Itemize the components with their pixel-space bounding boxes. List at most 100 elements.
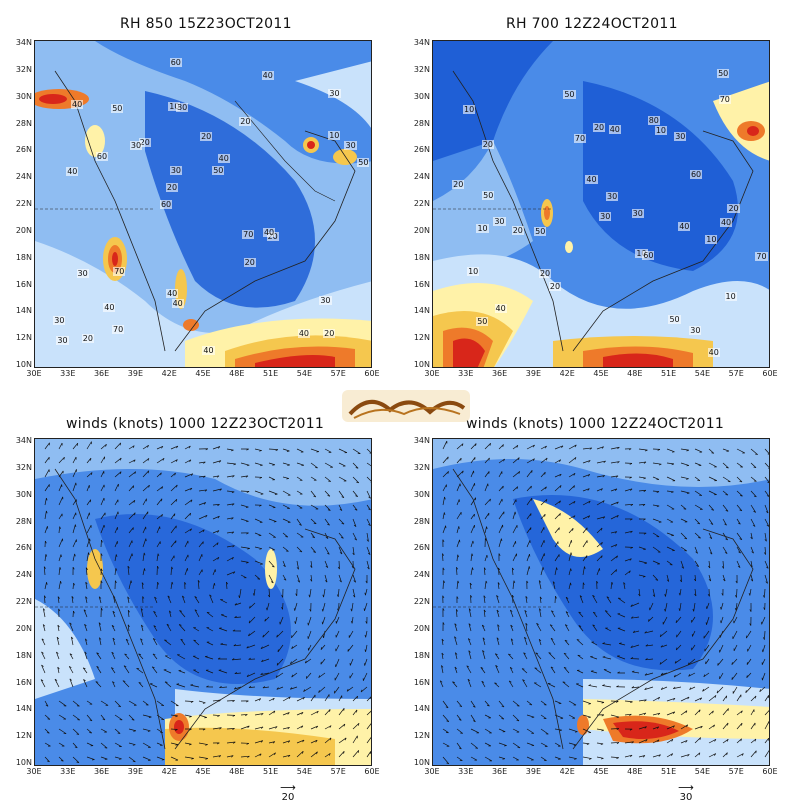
wind-vector-head xyxy=(746,675,748,678)
lon-tick-label: 54E xyxy=(694,369,710,378)
wind-vector-head xyxy=(193,639,197,642)
wind-vector-head xyxy=(573,501,576,504)
wind-vector xyxy=(610,531,617,534)
wind-vector xyxy=(468,608,472,618)
wind-vector-head xyxy=(205,744,208,746)
wind-vector-head xyxy=(696,565,699,567)
lat-tick-label: 34N xyxy=(413,436,430,445)
wind-vector xyxy=(170,445,179,450)
wind-vector xyxy=(732,630,738,640)
wind-vector xyxy=(338,751,345,758)
wind-vector-head xyxy=(563,652,567,655)
wind-vector-head xyxy=(133,459,136,463)
wind-vector-head xyxy=(219,488,222,491)
wind-vector xyxy=(44,756,50,762)
wind-vector-head xyxy=(614,488,618,491)
wind-vector xyxy=(630,644,640,648)
wind-vector xyxy=(706,616,710,625)
wind-vector xyxy=(666,546,675,551)
wind-vector xyxy=(347,644,354,652)
wind-vector xyxy=(540,471,546,478)
wind-vector xyxy=(610,728,619,730)
wind-vector xyxy=(526,756,534,761)
wind-vector-head xyxy=(325,580,328,583)
wind-vector-head xyxy=(72,566,75,570)
wind-vector xyxy=(128,553,133,562)
wind-vector xyxy=(750,695,757,702)
wind-vector-head xyxy=(299,523,302,526)
wind-vector-head xyxy=(617,461,620,464)
wind-vector-head xyxy=(600,743,604,746)
contour-label: 40 xyxy=(66,167,79,177)
wind-vector xyxy=(733,644,738,652)
wind-vector xyxy=(268,504,276,508)
wind-vector xyxy=(468,650,472,660)
wind-vector xyxy=(153,625,158,632)
wind-vector-head xyxy=(473,720,476,723)
wind-vector xyxy=(540,700,547,706)
wind-vector xyxy=(568,457,577,464)
contour-label: 30 xyxy=(76,268,89,278)
wind-vector-head xyxy=(301,725,304,729)
contour-label: 10 xyxy=(328,130,341,140)
wind-vector-head xyxy=(266,607,268,611)
wind-vector xyxy=(596,446,604,450)
wind-vector-head xyxy=(100,553,103,556)
wind-vector-head xyxy=(350,620,353,624)
wind-vector xyxy=(481,624,486,632)
lon-tick-label: 57E xyxy=(330,369,346,378)
contour-label: 40 xyxy=(707,348,720,358)
wind-vector-head xyxy=(351,565,354,569)
wind-vector-head xyxy=(157,581,159,585)
wind-vector xyxy=(652,560,660,565)
wind-vector xyxy=(554,700,562,704)
lat-tick-label: 16N xyxy=(15,677,32,687)
wind-vector xyxy=(352,709,358,716)
wind-vector xyxy=(578,611,584,618)
wind-vector-head xyxy=(686,492,690,494)
wind-vector xyxy=(324,448,332,453)
wind-vector xyxy=(470,567,473,576)
wind-vector-head xyxy=(169,610,172,613)
lat-tick-label: 32N xyxy=(413,462,430,472)
wind-vector-head xyxy=(313,551,316,553)
wind-vector xyxy=(86,457,92,464)
wind-vector xyxy=(456,580,459,590)
wind-vector xyxy=(352,723,360,730)
wind-vector xyxy=(736,504,743,512)
wind-vector xyxy=(324,504,331,511)
wind-vector-head xyxy=(454,666,458,669)
wind-vector xyxy=(282,518,291,523)
wind-vector xyxy=(661,686,668,690)
wind-vector xyxy=(112,611,116,618)
wind-vector xyxy=(352,518,357,527)
wind-vector xyxy=(142,538,147,548)
wind-vector xyxy=(540,486,547,492)
wind-vector-head xyxy=(600,757,604,760)
wind-vector-head xyxy=(231,531,235,534)
wind-vector xyxy=(212,714,220,716)
ref-arrow-icon: ⟶ xyxy=(280,781,296,794)
wind-vector-head xyxy=(267,594,270,598)
wind-vector-head xyxy=(161,486,164,489)
wind-vector-head xyxy=(152,666,155,669)
wind-vector-head xyxy=(735,595,737,598)
wind-vector-head xyxy=(767,453,769,455)
wind-vector-head xyxy=(60,760,64,762)
wind-vector xyxy=(510,638,514,646)
wind-vector-head xyxy=(508,653,511,656)
wind-vector xyxy=(198,541,204,548)
wind-vector-head xyxy=(147,470,150,474)
wind-vector-head xyxy=(287,712,290,715)
wind-vector xyxy=(470,728,480,734)
lon-tick-label: 60E xyxy=(762,767,778,776)
wind-vector xyxy=(184,568,188,576)
wind-vector-head xyxy=(341,496,345,499)
wind-vector xyxy=(335,644,340,652)
wind-vector xyxy=(123,665,130,674)
wind-vector-head xyxy=(296,567,299,570)
wind-vector xyxy=(548,652,556,660)
wind-vector xyxy=(722,560,724,569)
wind-vector xyxy=(114,714,123,721)
wind-vector xyxy=(652,754,661,758)
